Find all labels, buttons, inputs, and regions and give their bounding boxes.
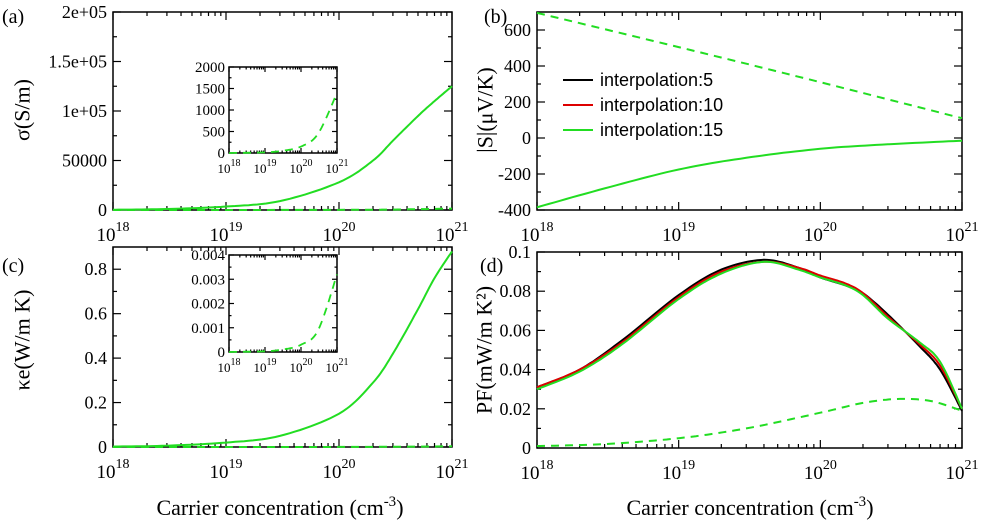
panel-a-series-dashed-1 [113,207,453,211]
panel-c-inset-xtick-label: 1019 [254,357,277,375]
panel-c-inset-frame [228,254,338,353]
panel-c-xtick-label: 1020 [323,457,356,483]
panel-b-ytick-label: 600 [504,20,531,40]
panel-a-ylabel: σ(S/m) [10,79,35,141]
panel-d-series-dashed-3 [537,397,963,447]
panel-c-ytick-label: 0.2 [85,393,108,413]
panel-b-xtick-label: 1020 [804,220,837,246]
panel-a-ytick-label: 0 [98,200,107,220]
panel-d-ylabel: PF(mW/m K²) [472,286,497,414]
panel-a-xtick-label: 1021 [436,220,469,246]
panel-a-xtick-label: 1019 [210,220,243,246]
panel-a-inset-ytick-label: 0 [218,146,226,162]
panel-c-inset-ytick-label: 0 [218,345,226,361]
panel-a-series-solid-0 [113,85,453,211]
panel-a-inset-xtick-label: 1018 [218,158,241,176]
panel-a-inset-ytick-label: 2000 [195,60,225,76]
panel-c-inset-ytick-label: 0.004 [191,248,225,264]
panel-c-inset-xtick-label: 1020 [290,357,313,375]
panel-d-ytick-label: 0.04 [500,360,532,380]
legend: interpolation:5 interpolation:10 interpo… [563,70,723,140]
panel-d-xtick-label: 1018 [521,458,554,484]
panel-c-ylabel: κe(W/m K) [10,290,35,391]
svg-text:Carrier concentration (cm-3): Carrier concentration (cm-3) [156,494,403,520]
panel-a-xtick-label: 1018 [97,220,130,246]
panel-a-inset-ytick-label: 1500 [195,82,225,98]
panel-c-series-dashed-1 [113,445,453,448]
panel-b-series-dashed-0 [536,11,963,120]
panel-b-ytick-label: 200 [504,92,531,112]
panel-d-xtick-label: 1020 [804,458,837,484]
panel-c-ytick-label: 0.4 [85,348,108,368]
panel-a-frame [112,11,453,211]
panel-d-ytick-label: 0 [522,438,531,458]
panel-c-xtick-label: 1021 [436,457,469,483]
panel-c-inset-ytick-label: 0.001 [191,321,225,337]
panel-c-inset-xtick-label: 1021 [326,357,349,375]
panel-d-ytick-label: 0.02 [500,399,532,419]
panel-d-ytick-label: 0.08 [500,281,532,301]
panel-label-d: (d) [480,255,503,277]
panel-b-xtick-label: 1019 [662,220,695,246]
panel-c-ytick-label: 0.8 [85,259,108,279]
panel-c-xtick-label: 1019 [210,457,243,483]
panel-c-inset-series-dashed-0 [229,274,338,353]
panel-a-inset-xtick-label: 1020 [290,158,313,176]
panel-a-ytick-label: 1e+05 [62,101,107,121]
panel-label-c: (c) [2,255,24,277]
panel-b-frame [536,11,963,211]
svg-text:Carrier concentration (cm-3): Carrier concentration (cm-3) [626,494,873,520]
x-axis-title-right: Carrier concentration (cm-3) [626,494,873,520]
panel-b-ytick-label: -200 [498,164,531,184]
panel-b-ylabel: |S|(μV/K) [473,67,498,152]
panel-b-ytick-label: 0 [522,128,531,148]
panel-a-xtick-label: 1020 [323,220,356,246]
panel-a-inset-ytick-label: 1000 [195,103,225,119]
legend-label-interp10: interpolation:10 [600,95,723,115]
panel-d-ytick-label: 0.1 [509,242,532,262]
panel-c-series-solid-0 [112,250,453,448]
panel-b-xtick-label: 1018 [521,220,554,246]
panel-c-inset-xtick-label: 1018 [218,357,241,375]
panel-d-xtick-label: 1021 [946,458,979,484]
panel-d-series-interpolation-15 [536,260,963,410]
panel-d-xtick-label: 1019 [662,458,695,484]
panel-label-b: (b) [484,6,507,28]
panel-d-frame [536,251,963,449]
panel-a-inset-ytick-label: 500 [203,125,226,141]
panel-d-series-interpolation-5 [536,258,963,412]
panel-a-inset-frame [228,66,338,154]
legend-label-interp15: interpolation:15 [600,120,723,140]
panel-a-inset-xtick-label: 1019 [254,158,277,176]
panel-c-frame [112,246,453,448]
panel-a-ytick-label: 2e+05 [62,2,107,22]
panel-b-series-solid-1 [536,139,963,209]
legend-label-interp5: interpolation:5 [600,70,713,90]
panel-c-ytick-label: 0 [98,437,107,457]
panel-b-xtick-label: 1021 [946,220,979,246]
panel-a-ytick-label: 50000 [62,151,107,171]
panel-a-ytick-label: 1.5e+05 [48,52,107,72]
panel-c-inset-ytick-label: 0.003 [191,272,225,288]
panel-d-ytick-label: 0.06 [500,320,532,340]
panel-label-a: (a) [2,6,24,28]
panel-b-ytick-label: -400 [498,200,531,220]
panel-a-inset-series-dashed-0 [229,92,338,154]
panel-b-ytick-label: 400 [504,56,531,76]
panel-a-inset-xtick-label: 1021 [326,158,349,176]
panel-c-ytick-label: 0.6 [85,304,108,324]
x-axis-title-left: Carrier concentration (cm-3) [156,494,403,520]
panel-c-xtick-label: 1018 [97,457,130,483]
panel-d-series-interpolation-10 [536,260,963,410]
panel-c-inset-ytick-label: 0.002 [191,297,225,313]
